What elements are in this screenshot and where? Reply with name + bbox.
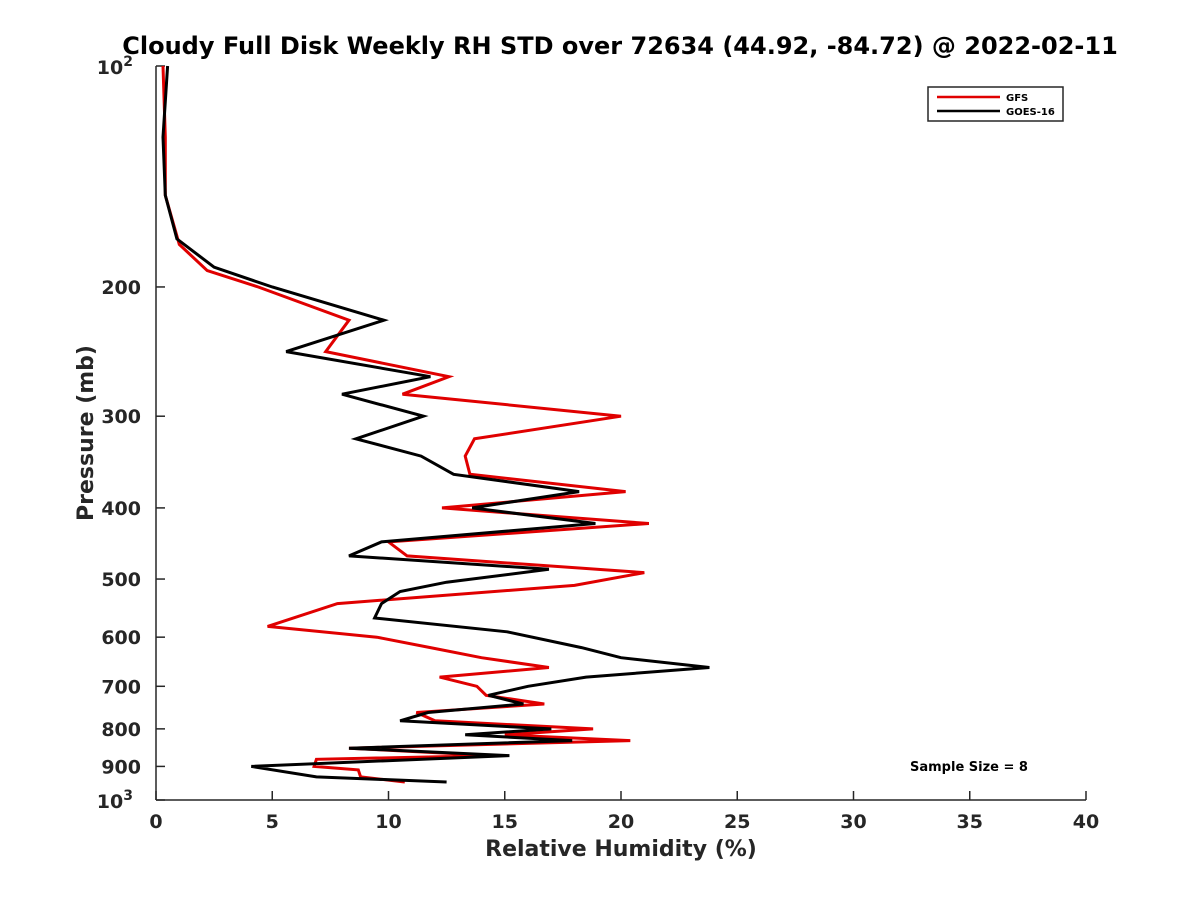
series-line-goes16 [161,65,710,784]
chart-title: Cloudy Full Disk Weekly RH STD over 7263… [122,32,1118,60]
y-tick-exponent: 3 [123,788,133,804]
y-tick-label: 102 [97,54,133,79]
legend: GFS GOES-16 [927,86,1064,122]
legend-box [927,86,1064,122]
x-axis-label: Relative Humidity (%) [485,837,757,862]
y-tick-label: 900 [101,756,141,778]
x-axis-ticks: 0 5 10 15 20 25 30 35 40 [149,791,1099,833]
y-tick-label: 700 [101,676,141,698]
x-tick-label: 15 [492,811,518,833]
y-tick-label: 103 [97,788,133,813]
x-tick-label: 35 [957,811,983,833]
x-tick-label: 20 [608,811,634,833]
series-layer [161,65,710,784]
legend-label-gfs: GFS [1006,93,1028,104]
y-tick-label: 500 [101,569,141,591]
y-tick-base: 10 [97,791,123,813]
y-tick-exponent: 2 [123,54,133,70]
x-tick-label: 30 [840,811,866,833]
y-tick-label: 300 [101,406,141,428]
x-tick-label: 10 [375,811,401,833]
x-tick-label: 5 [266,811,279,833]
x-tick-label: 40 [1073,811,1099,833]
y-tick-label: 600 [101,627,141,649]
y-axis-label: Pressure (mb) [74,345,99,521]
x-tick-label: 0 [149,811,162,833]
y-tick-label: 800 [101,719,141,741]
y-tick-base: 10 [97,57,123,79]
y-tick-label: 400 [101,498,141,520]
y-tick-label: 200 [101,277,141,299]
series-line-gfs [161,65,650,784]
x-tick-label: 25 [724,811,750,833]
sample-size-annotation: Sample Size = 8 [910,760,1028,775]
legend-label-goes16: GOES-16 [1006,107,1055,118]
